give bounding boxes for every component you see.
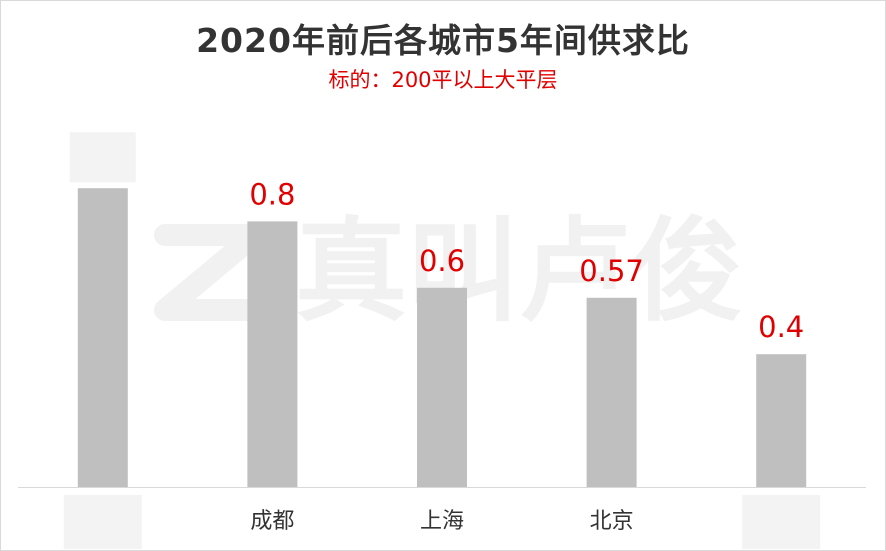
bar-3 [586,297,637,487]
bar-4 [756,354,807,487]
value-label-1: 0.8 [249,177,295,211]
category-label-1: 成都 [250,509,294,534]
blurred-value-label-0 [69,132,136,183]
value-labels-group: 0.8 0.6 0.57 0.4 [249,177,804,344]
chart-title: 2020年前后各城市5年间供求比 [196,21,690,60]
blur-masks [63,132,821,549]
value-label-4: 0.4 [758,310,804,344]
bar-2 [417,287,467,487]
chart-subtitle: 标的：200平以上大平层 [328,68,558,92]
category-labels-group: 成都 上海 北京 [250,509,633,534]
bars-group [77,188,807,487]
bar-0 [77,188,128,487]
blurred-category-label-4 [742,495,821,549]
bar-1 [247,221,298,487]
value-label-2: 0.6 [419,244,465,278]
value-label-3: 0.57 [579,254,644,288]
blurred-category-label-0 [63,495,142,549]
category-label-2: 上海 [420,509,464,534]
category-label-3: 北京 [590,509,634,534]
